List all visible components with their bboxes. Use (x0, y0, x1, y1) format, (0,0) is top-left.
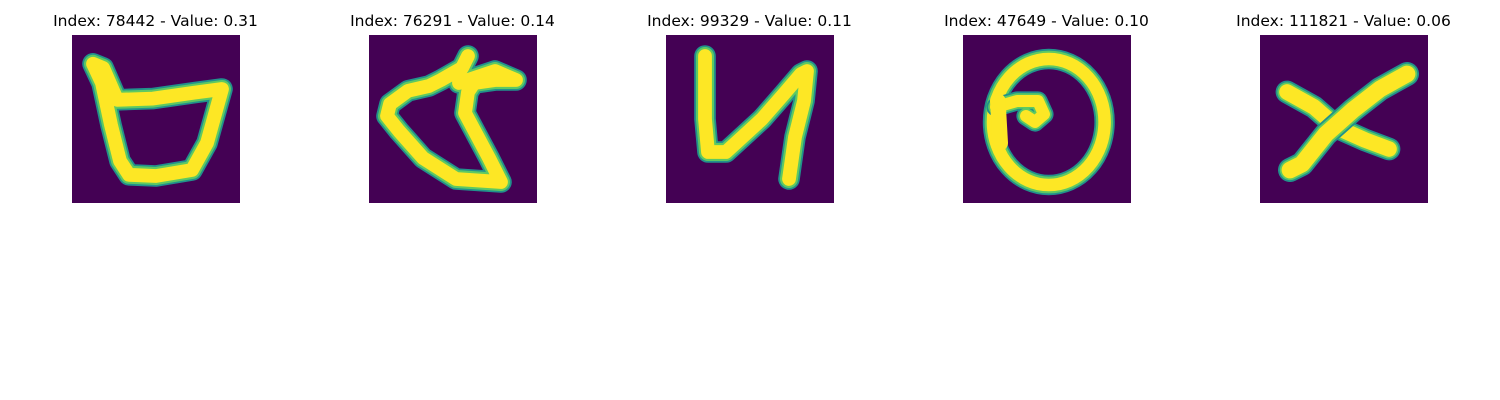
image-panel-1: Index: 78442 - Value: 0.31 (7, 10, 304, 205)
panel-title: Index: 47649 - Value: 0.10 (944, 12, 1149, 30)
glyph-d-like (376, 45, 527, 193)
panel-title: Index: 78442 - Value: 0.31 (53, 12, 258, 30)
image-panel-3: Index: 99329 - Value: 0.11 (601, 10, 898, 205)
image-panel-4: Index: 47649 - Value: 0.10 (898, 10, 1195, 205)
handwritten-glyph-image (1260, 35, 1428, 203)
handwritten-glyph-image (963, 35, 1131, 203)
handwritten-glyph-image (666, 35, 834, 203)
panel-title: Index: 76291 - Value: 0.14 (350, 12, 555, 30)
image-panel-2: Index: 76291 - Value: 0.14 (304, 10, 601, 205)
panel-title: Index: 111821 - Value: 0.06 (1236, 12, 1451, 30)
glyph-x-like (1275, 62, 1419, 182)
panel-title: Index: 99329 - Value: 0.11 (647, 12, 852, 30)
glyph-n-like (694, 45, 818, 190)
glyph-b-like (82, 53, 233, 187)
image-panel-5: Index: 111821 - Value: 0.06 (1195, 10, 1492, 205)
glyph-o-like (982, 48, 1115, 196)
handwritten-glyph-image (369, 35, 537, 203)
handwritten-glyph-image (72, 35, 240, 203)
